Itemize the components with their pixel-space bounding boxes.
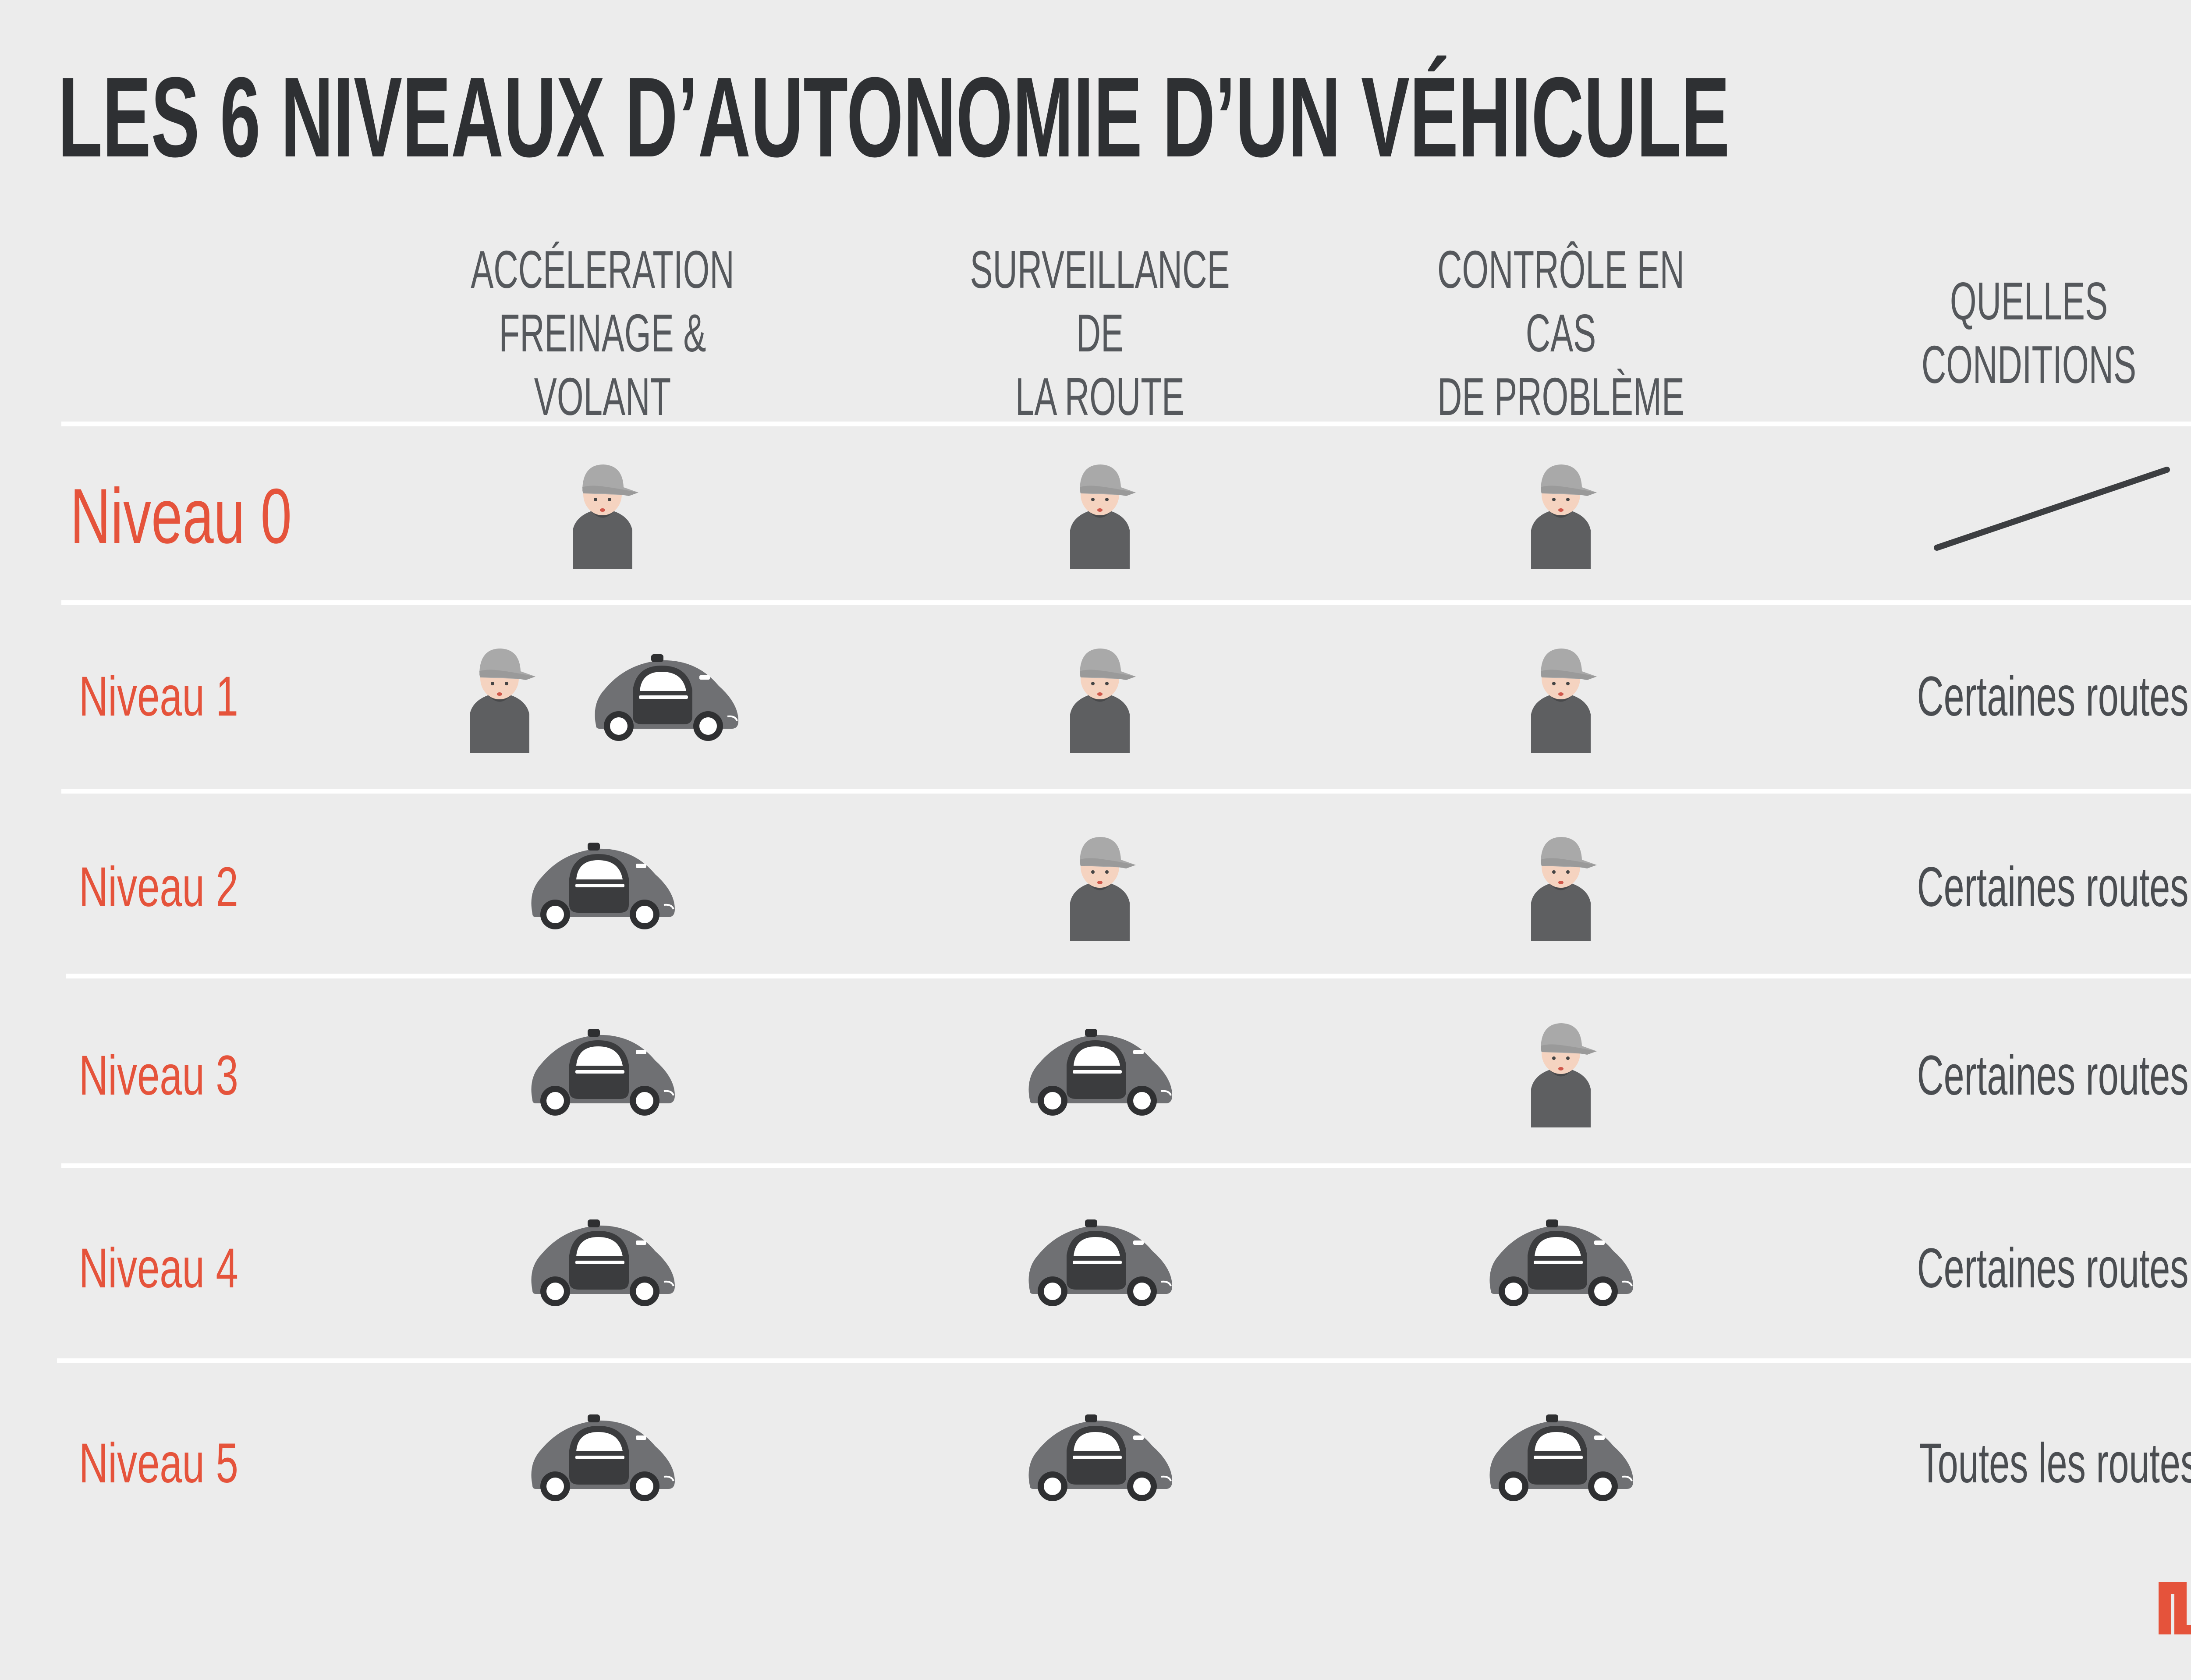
autonomous-car-icon [1489,1219,1633,1306]
autonomous-car-icon [1028,1219,1172,1306]
table-row-niveau-0: Niveau 0 [0,429,2191,596]
cell-surveillance [881,1196,1319,1328]
level-label: Niveau 5 [79,1432,238,1495]
conditions-text: Certaines routes [1847,664,2191,730]
column-header-label: SURVEILLANCE DE LA ROUTE [970,239,1230,426]
autonomous-car-icon [595,654,738,741]
row-divider [61,1163,2191,1168]
cell-controle [1342,1391,1780,1523]
autonomous-car-icon [531,1414,675,1501]
cell-controle [1342,819,1780,951]
cell-acceleration [383,1391,822,1523]
cell-acceleration [383,819,822,951]
level-label: Niveau 2 [79,856,238,918]
autonomous-car-icon [1489,1414,1633,1501]
conditions-text: Certaines routes [1847,854,2191,920]
column-header-surveillance: SURVEILLANCE DE LA ROUTE [881,240,1319,426]
cell-surveillance [881,631,1319,762]
driver-icon [1531,649,1597,753]
cell-controle [1342,1006,1780,1137]
conditions-label: Certaines routes [1917,1237,2189,1300]
autonomous-car-icon [1028,1414,1172,1501]
conditions-label: Certaines routes [1917,1044,2189,1107]
table-row-niveau-3: Niveau 3 Certaines routes [0,979,2191,1163]
publisher-logo-icon [2159,1582,2191,1634]
not-applicable-dash-icon [1934,467,2170,551]
cell-controle [1342,447,1780,578]
page-title: LES 6 NIVEAUX D’AUTONOMIE D’UN VÉHICULE [58,54,1730,181]
cell-surveillance [881,1391,1319,1523]
row-divider [57,1358,2191,1363]
level-label: Niveau 0 [70,472,292,560]
row-divider [66,974,2191,978]
row-divider [61,422,2191,426]
cell-acceleration [383,631,822,762]
conditions-label: Certaines routes [1917,665,2189,728]
column-header-label: QUELLES CONDITIONS [1921,271,2137,394]
column-header-acceleration: ACCÉLERATION FREINAGE & VOLANT [383,240,822,426]
cell-acceleration [383,447,822,578]
cell-acceleration [383,1196,822,1328]
level-label: Niveau 1 [79,665,238,728]
driver-icon [1531,1023,1597,1127]
row-divider [61,600,2191,605]
driver-icon [1531,837,1597,941]
conditions-text: Certaines routes [1847,1043,2191,1109]
conditions-text: Certaines routes [1847,1236,2191,1301]
cell-controle [1342,631,1780,762]
autonomous-car-icon [531,1029,675,1116]
cell-surveillance [881,447,1319,578]
conditions-text: Toutes les routes [1847,1431,2191,1496]
table-row-niveau-5: Niveau 5 Toutes les routes [0,1365,2191,1549]
column-header-label: CONTRÔLE EN CAS DE PROBLÈME [1437,239,1685,426]
column-header-label: ACCÉLERATION FREINAGE & VOLANT [471,239,734,426]
level-label: Niveau 3 [79,1044,238,1107]
conditions-label: Toutes les routes [1919,1432,2191,1495]
cell-surveillance [881,819,1319,951]
cell-surveillance [881,1006,1319,1137]
driver-icon [1070,649,1136,753]
autonomous-car-icon [1028,1029,1172,1116]
row-divider [61,789,2191,794]
driver-icon [1531,464,1597,569]
autonomous-car-icon [531,1219,675,1306]
table-row-niveau-4: Niveau 4 Certaines routes [0,1170,2191,1354]
autonomous-car-icon [531,843,675,929]
level-label: Niveau 4 [79,1237,238,1300]
driver-icon [573,464,638,569]
driver-icon [1070,464,1136,569]
conditions-label: Certaines routes [1917,856,2189,918]
cell-controle [1342,1196,1780,1328]
table-row-niveau-1: Niveau 1 Certaines routes [0,605,2191,789]
cell-acceleration [383,1006,822,1137]
table-row-niveau-2: Niveau 2 Certaines routes [0,793,2191,973]
column-header-controle: CONTRÔLE EN CAS DE PROBLÈME [1342,240,1780,426]
driver-icon [470,649,535,753]
column-header-conditions: QUELLES CONDITIONS [1810,263,2191,403]
driver-icon [1070,837,1136,941]
